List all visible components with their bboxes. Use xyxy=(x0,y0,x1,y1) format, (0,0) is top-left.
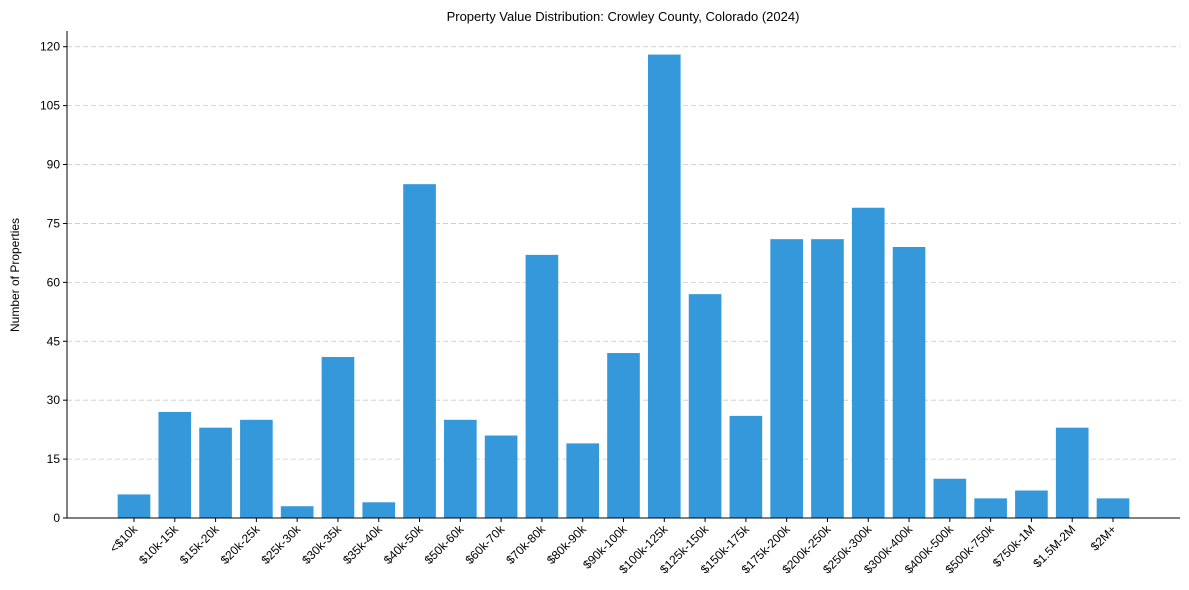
x-tick-label: $1.5M-2M xyxy=(1030,522,1078,570)
x-tick-label: $15k-20k xyxy=(177,522,223,568)
bar xyxy=(403,184,436,518)
bar xyxy=(811,239,844,518)
bar xyxy=(729,415,763,518)
bar xyxy=(117,494,151,518)
y-tick-label: 45 xyxy=(47,334,61,348)
bar xyxy=(851,207,885,518)
bar xyxy=(158,411,192,518)
y-tick-label: 30 xyxy=(47,393,61,407)
y-tick-label: 90 xyxy=(47,158,61,172)
x-tick-label: $20k-25k xyxy=(218,522,264,568)
bar xyxy=(1015,490,1048,518)
x-tick-label: $40k-50k xyxy=(381,522,427,568)
bar xyxy=(484,435,518,518)
x-tick-label: $70k-80k xyxy=(503,522,549,568)
x-tick-label: $60k-70k xyxy=(462,522,508,568)
x-tick-label: <$10k xyxy=(107,522,141,556)
bar xyxy=(770,239,803,518)
y-tick-label: 75 xyxy=(47,216,61,230)
y-tick-label: 105 xyxy=(40,99,60,113)
y-tick-label: 120 xyxy=(40,40,60,54)
x-tick-label: $25k-30k xyxy=(258,522,304,568)
bar xyxy=(566,443,600,518)
bar xyxy=(362,502,396,518)
bar xyxy=(1055,427,1089,518)
bar xyxy=(321,356,355,518)
x-tick-label: $50k-60k xyxy=(422,522,468,568)
bar xyxy=(525,254,559,518)
bar xyxy=(688,294,722,518)
y-axis-label: Number of Properties xyxy=(8,218,22,332)
x-tick-label: $30k-35k xyxy=(299,522,345,568)
bar xyxy=(444,419,477,518)
bar xyxy=(1096,498,1130,518)
bar xyxy=(647,54,681,519)
bar xyxy=(607,353,640,518)
x-tick-label: $10k-15k xyxy=(136,522,182,568)
chart-title: Property Value Distribution: Crowley Cou… xyxy=(447,9,800,24)
bar xyxy=(199,427,232,518)
bar xyxy=(240,419,273,518)
x-tick-label: $35k-40k xyxy=(340,522,386,568)
bar xyxy=(933,478,967,518)
y-ticks: 0 15 30 45 60 75 90 105 120 xyxy=(40,40,67,525)
bar xyxy=(974,498,1007,518)
x-ticks: <$10k$10k-15k$15k-20k$20k-25k$25k-30k$30… xyxy=(107,518,1119,576)
x-tick-label: $750k-1M xyxy=(990,522,1038,570)
bar xyxy=(892,247,926,519)
y-tick-label: 15 xyxy=(47,452,61,466)
y-tick-label: 0 xyxy=(53,511,60,525)
bars xyxy=(117,54,1130,519)
y-tick-label: 60 xyxy=(47,275,61,289)
bar xyxy=(280,506,314,518)
x-tick-label: $2M+ xyxy=(1088,522,1119,553)
